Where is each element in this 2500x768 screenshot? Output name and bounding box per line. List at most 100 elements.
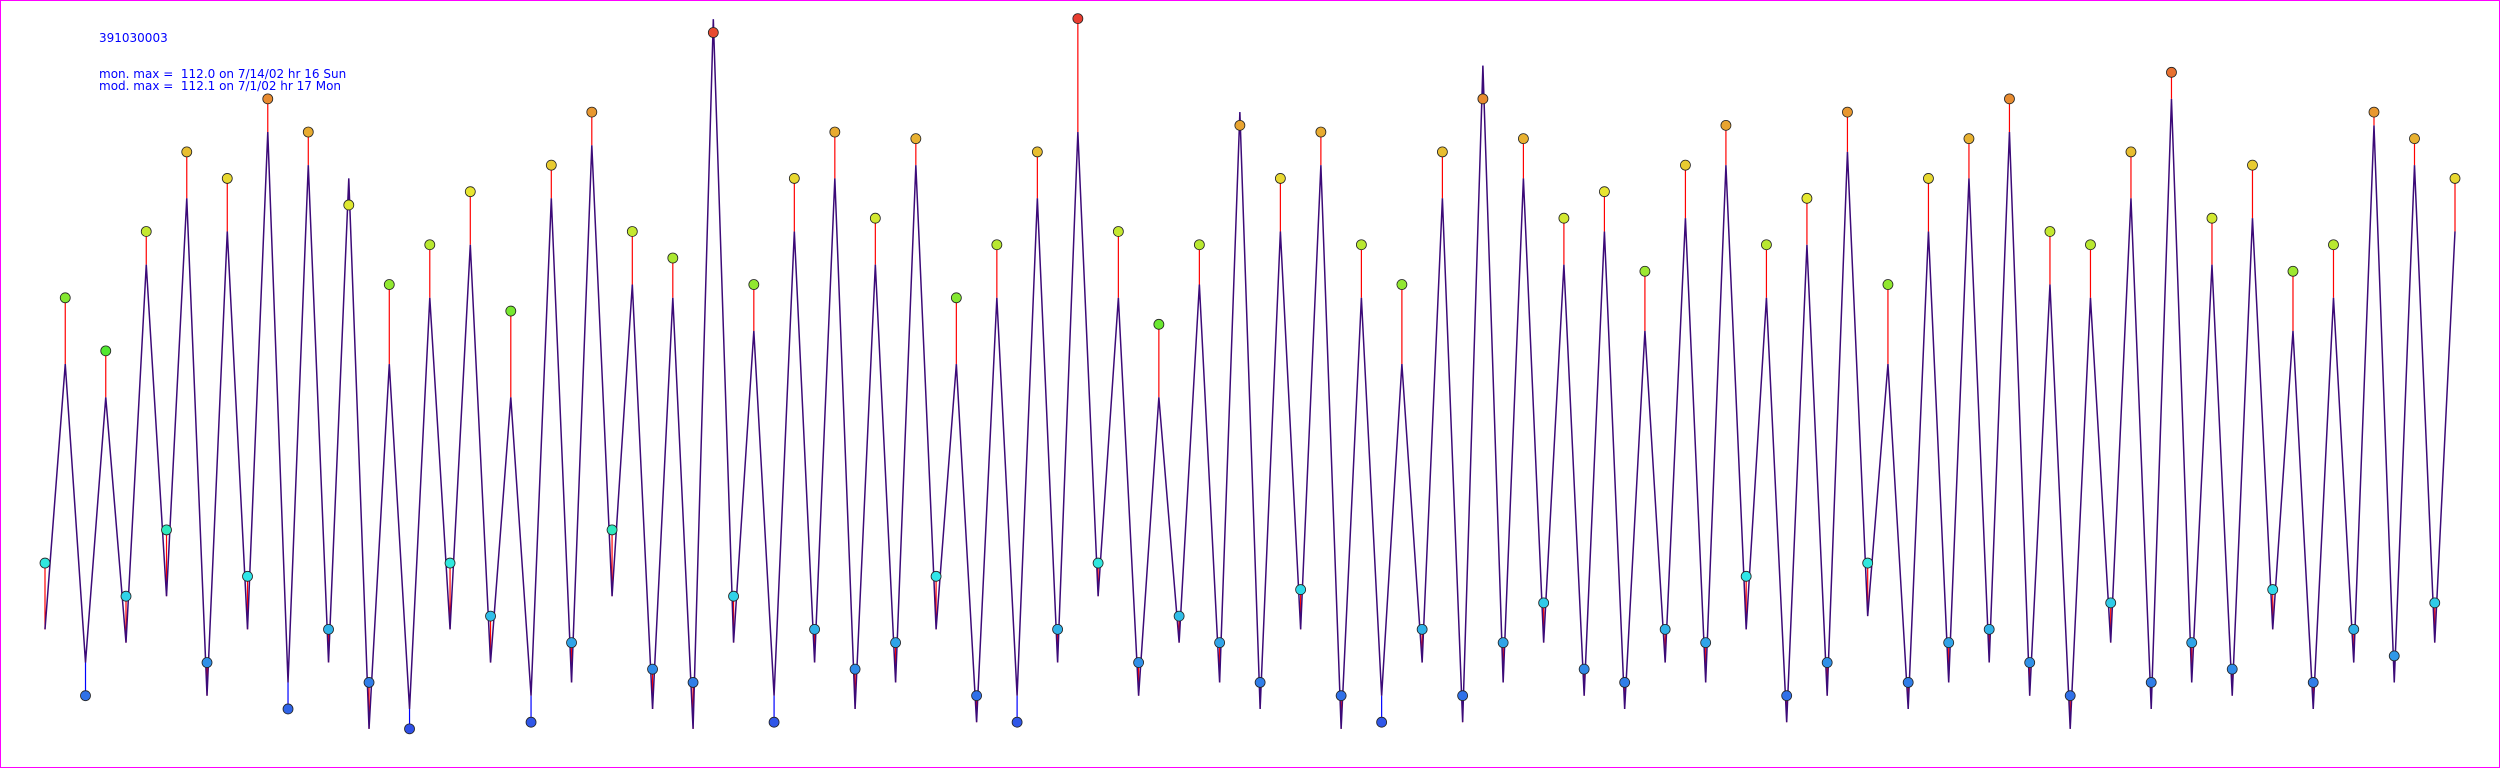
model-point [1193,239,1205,251]
model-point [221,173,233,184]
model-point [383,279,395,290]
model-point [1031,146,1043,158]
model-point [1700,637,1712,649]
model-point [1659,623,1671,635]
model-point [748,279,760,290]
model-point [869,212,881,224]
model-point [1619,677,1631,688]
model-point [1295,584,1307,595]
model-point [464,186,476,198]
model-point [140,226,152,237]
model-point [2145,677,2157,688]
model-point [2064,690,2076,702]
model-point [525,716,537,728]
model-point [2267,584,2279,595]
model-point [768,716,780,728]
model-point [2105,597,2117,609]
model-point [1092,557,1104,569]
model-point [606,524,618,536]
model-point [1781,690,1793,702]
model-point [2247,159,2258,171]
model-point [1396,279,1408,290]
model-point [1416,623,1428,635]
model-point [566,637,577,649]
model-point [1457,690,1469,702]
model-point [1943,637,1955,649]
model-point [950,292,962,304]
model-point [687,677,699,688]
model-point [707,27,719,38]
model-point [363,677,375,688]
model-point [1923,173,1934,184]
model-point [2328,239,2339,251]
model-point [80,690,91,702]
model-point [1376,716,1388,728]
model-point [181,146,193,158]
model-point [424,239,436,251]
model-point [829,126,841,138]
model-point [1639,265,1651,277]
model-point [1153,318,1165,330]
model-point [282,703,294,715]
model-point [667,252,679,264]
model-point [788,173,800,184]
model-point [1801,192,1813,204]
model-point [1112,226,1124,237]
model-point [2429,597,2441,609]
model-point [1983,623,1995,635]
model-point [2186,637,2198,649]
model-point [1214,637,1226,649]
monitor-line [44,19,2456,729]
model-point [2206,212,2218,224]
model-point [1761,239,1772,251]
model-point [505,305,517,317]
model-point [444,557,456,569]
model-point [302,126,314,138]
model-point [1072,13,1084,25]
model-point [586,106,598,118]
model-point [849,663,861,675]
model-point [809,623,820,635]
site-id: 391030003 [99,31,168,45]
model-point [1680,159,1691,171]
model-point [201,657,213,668]
model-point [1355,239,1367,251]
model-point [1234,119,1246,131]
model-point [1882,279,1894,290]
model-point [1477,93,1489,105]
model-point [1315,126,1327,138]
model-point [1599,186,1610,198]
model-point [2044,226,2056,237]
model-point [262,93,274,105]
model-max: mod. max = 112.1 on 7/1/02 hr 17 Mon [99,79,341,93]
model-point [59,292,71,304]
model-point [1052,623,1064,635]
model-point [1538,597,1550,609]
model-point [1862,557,1874,569]
model-point [626,226,638,237]
model-point [1011,716,1023,728]
model-point [323,623,334,635]
model-point [2368,106,2380,118]
model-point [242,570,253,582]
model-point [100,345,112,357]
model-point [2388,650,2400,662]
model-point [1518,133,1529,145]
monitor-max: mon. max = 112.0 on 7/14/02 hr 16 Sun [99,67,346,81]
model-point [971,690,982,702]
model-point [2409,133,2420,145]
model-point [1436,146,1448,158]
model-point [2004,93,2015,105]
model-point [647,663,658,675]
model-point [39,557,51,569]
model-point [1578,663,1590,675]
model-point [910,133,922,145]
model-point [161,524,172,536]
model-point [1335,690,1347,702]
model-point [890,637,901,649]
model-point [2024,657,2036,668]
model-point [1173,610,1185,622]
model-point [1558,212,1570,224]
model-point [1963,133,1975,145]
